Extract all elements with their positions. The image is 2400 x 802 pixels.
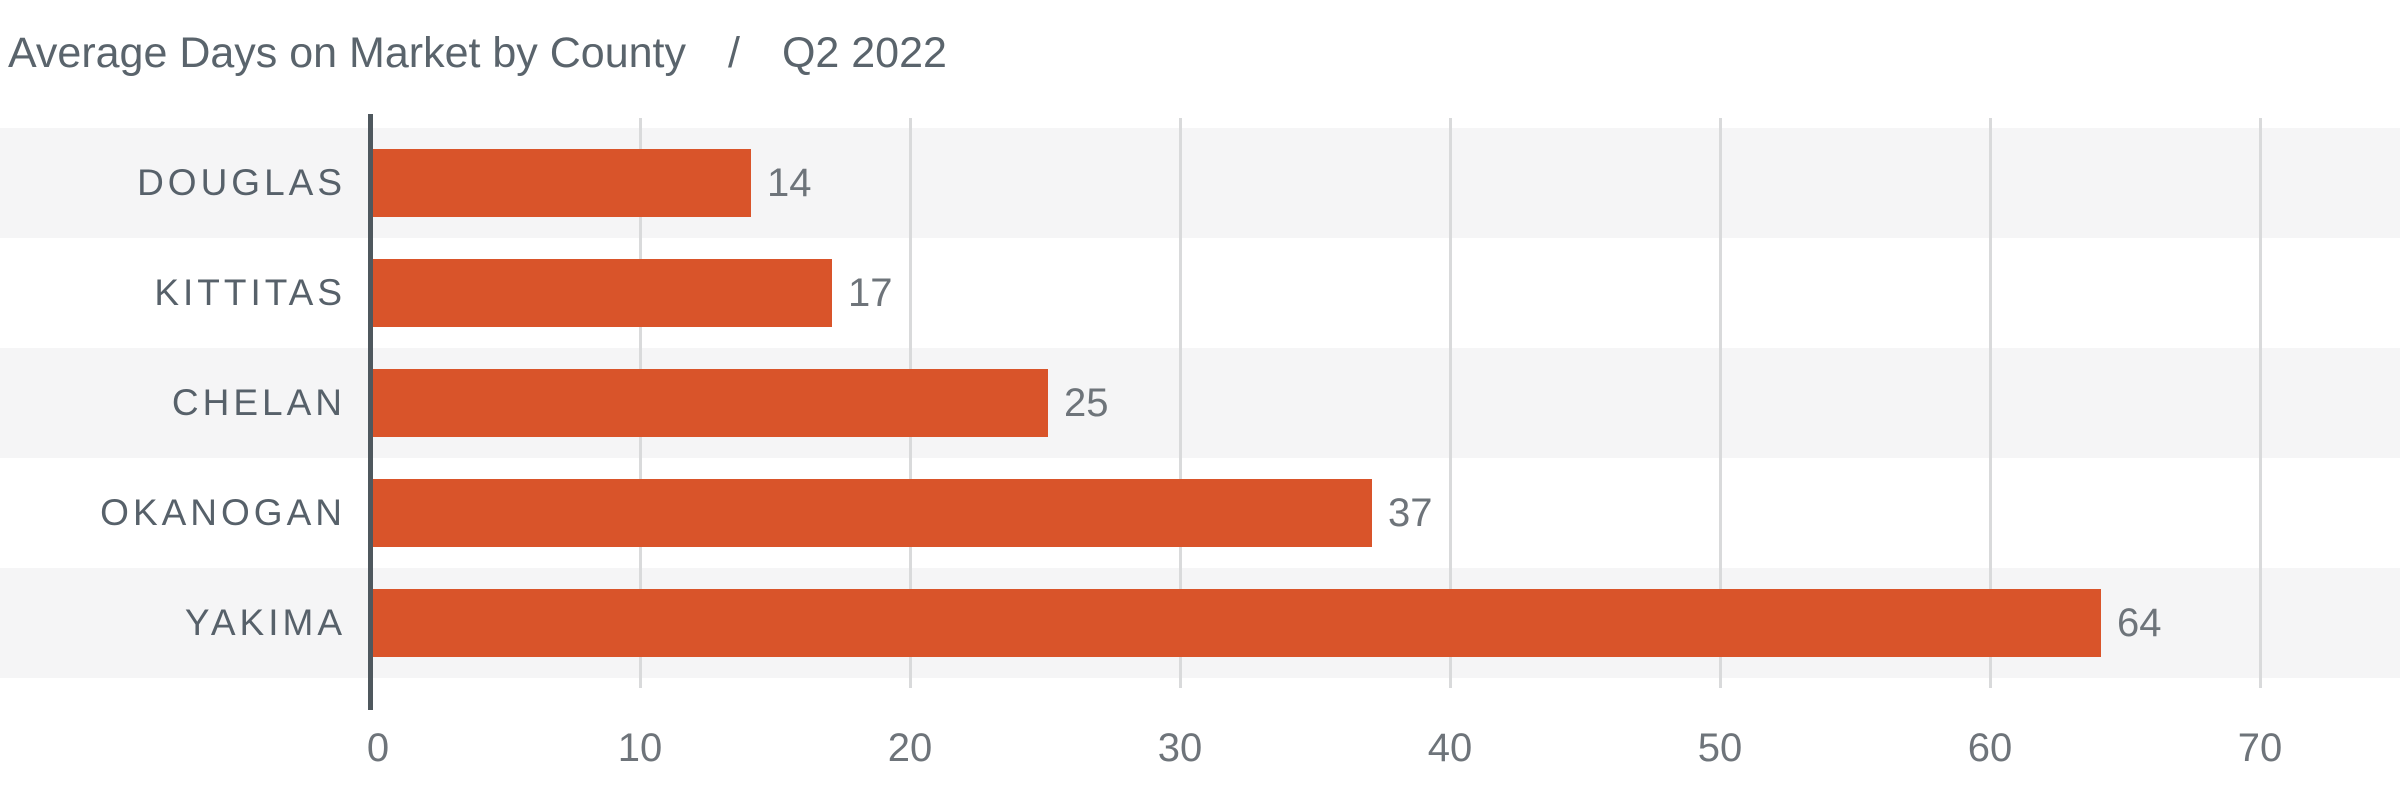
value-label: 17 — [848, 271, 893, 315]
row-stripe — [0, 128, 2400, 238]
x-tick-label: 60 — [1967, 726, 2013, 770]
bar — [373, 589, 2101, 657]
value-label: 14 — [767, 161, 812, 205]
x-tick-label: 20 — [887, 726, 933, 770]
gridline — [1179, 118, 1182, 688]
gridline — [2259, 118, 2262, 688]
row-stripe — [0, 348, 2400, 458]
x-tick-label: 10 — [617, 726, 663, 770]
category-label: OKANOGAN — [100, 492, 346, 533]
x-tick-label: 70 — [2237, 726, 2283, 770]
gridline — [1449, 118, 1452, 688]
chart-title-main: Average Days on Market by County — [8, 29, 686, 77]
chart-title: Average Days on Market by County / Q2 2022 — [8, 28, 947, 78]
bar — [373, 369, 1048, 437]
chart-title-period: Q2 2022 — [781, 29, 947, 77]
x-tick-label: 0 — [366, 726, 390, 770]
value-label: 25 — [1064, 381, 1109, 425]
y-axis-line — [368, 114, 373, 710]
category-label: KITTITAS — [154, 272, 346, 313]
category-label: CHELAN — [171, 382, 346, 423]
chart-title-separator: / — [728, 29, 740, 77]
x-tick-label: 30 — [1157, 726, 1203, 770]
value-label: 37 — [1388, 491, 1433, 535]
gridline — [1719, 118, 1722, 688]
value-label: 64 — [2117, 601, 2162, 645]
category-label: DOUGLAS — [137, 162, 346, 203]
gridline — [1989, 118, 1992, 688]
category-label: YAKIMA — [184, 602, 346, 643]
x-tick-label: 50 — [1697, 726, 1743, 770]
x-tick-label: 40 — [1427, 726, 1473, 770]
bar — [373, 259, 832, 327]
bar — [373, 479, 1372, 547]
bar — [373, 149, 751, 217]
